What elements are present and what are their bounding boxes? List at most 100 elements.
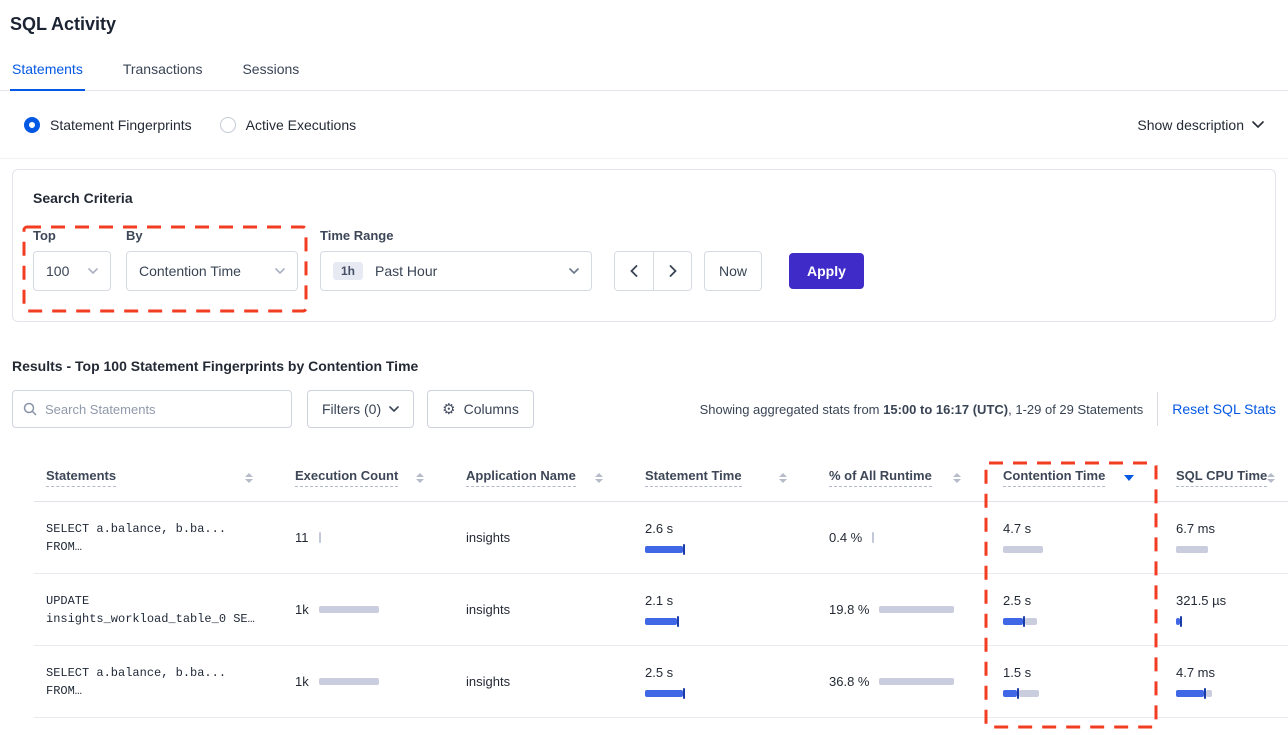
cell-execution-count: 11 bbox=[283, 520, 454, 556]
statement-text[interactable]: SELECT a.balance, b.ba... bbox=[46, 521, 227, 536]
sort-icon bbox=[779, 472, 787, 483]
cell-value: 4.7 s bbox=[1003, 520, 1032, 536]
cell-value: 36.8 % bbox=[829, 673, 870, 689]
table-body: SELECT a.balance, b.ba... FROM… 11 insights… bbox=[34, 502, 1288, 718]
table-row: SELECT a.balance, b.ba... FROM… 1k insights… bbox=[34, 646, 1288, 718]
tab-bar: Statements Transactions Sessions bbox=[0, 55, 1288, 91]
cell-value: 2.5 s bbox=[1003, 592, 1032, 608]
cell-value: 11 bbox=[295, 529, 309, 545]
show-description-label: Show description bbox=[1137, 116, 1244, 133]
time-nav-group bbox=[614, 251, 692, 291]
cell-statement-lines[interactable]: SELECT a.balance, b.ba... FROM… bbox=[34, 510, 283, 566]
by-select[interactable]: Contention Time bbox=[126, 251, 298, 291]
cell-application-name: insights bbox=[466, 674, 511, 689]
table-controls-row: Filters (0) ⚙ Columns Showing aggregated… bbox=[12, 390, 1276, 428]
time-range-select[interactable]: 1h Past Hour bbox=[320, 251, 592, 291]
view-toggle-row: Statement Fingerprints Active Executions… bbox=[0, 91, 1288, 159]
search-criteria-heading: Search Criteria bbox=[33, 190, 133, 206]
cell-pct-of-all-runtime: 0.4 % bbox=[817, 520, 991, 556]
column-label: SQL CPU Time bbox=[1176, 468, 1268, 487]
search-icon bbox=[23, 402, 37, 416]
aggregated-stats-text: Showing aggregated stats from 15:00 to 1… bbox=[699, 401, 1144, 417]
show-description-toggle[interactable]: Show description bbox=[1137, 117, 1264, 133]
sort-icon bbox=[595, 472, 603, 483]
value-bar bbox=[318, 532, 321, 543]
table-row: UPDATE insights_workload_table_0 SE… 1k ins… bbox=[34, 574, 1288, 646]
time-range-label: Time Range bbox=[320, 228, 394, 243]
column-label: Contention Time bbox=[1003, 468, 1106, 487]
previous-time-button[interactable] bbox=[615, 252, 653, 290]
value-bar bbox=[1176, 544, 1208, 555]
cell-contention-time: 4.7 s bbox=[991, 511, 1164, 565]
column-header-contention-time[interactable]: Contention Time bbox=[991, 452, 1164, 501]
radio-statement-fingerprints[interactable]: Statement Fingerprints bbox=[24, 116, 192, 133]
top-select[interactable]: 100 bbox=[33, 251, 111, 291]
cell-value: 321.5 µs bbox=[1176, 592, 1227, 608]
filters-button[interactable]: Filters (0) bbox=[307, 390, 415, 428]
apply-button[interactable]: Apply bbox=[789, 253, 864, 289]
cell-statement-time: 2.5 s bbox=[633, 655, 817, 709]
value-bar bbox=[879, 676, 955, 687]
statement-text[interactable]: FROM… bbox=[46, 539, 83, 554]
search-input[interactable] bbox=[45, 401, 281, 417]
radio-label: Statement Fingerprints bbox=[50, 116, 192, 133]
cell-pct-of-all-runtime: 19.8 % bbox=[817, 592, 991, 628]
chevron-right-icon bbox=[669, 265, 677, 277]
columns-button[interactable]: ⚙ Columns bbox=[427, 390, 534, 428]
columns-label: Columns bbox=[463, 401, 519, 417]
statement-text[interactable]: insights_workload_table_0 SE… bbox=[46, 611, 255, 626]
cell-value: 6.7 ms bbox=[1176, 520, 1216, 536]
by-field: By Contention Time bbox=[126, 228, 298, 291]
statement-search-box[interactable] bbox=[12, 390, 292, 428]
chevron-down-icon bbox=[1252, 121, 1264, 128]
radio-label: Active Executions bbox=[245, 116, 357, 133]
column-label: Statements bbox=[46, 468, 117, 487]
column-header-of-all-runtime[interactable]: % of All Runtime bbox=[817, 452, 991, 501]
sort-desc-icon bbox=[1124, 474, 1134, 481]
column-header-statement-time[interactable]: Statement Time bbox=[633, 452, 817, 501]
cell-execution-count: 1k bbox=[283, 664, 454, 700]
sort-icon bbox=[416, 472, 424, 483]
value-bar bbox=[1176, 615, 1182, 627]
reset-sql-stats-link[interactable]: Reset SQL Stats bbox=[1172, 401, 1276, 417]
column-header-application-name[interactable]: Application Name bbox=[454, 452, 633, 501]
time-range-field: Time Range 1h Past Hour bbox=[320, 228, 592, 291]
time-range-badge: 1h bbox=[333, 262, 364, 280]
tab-transactions[interactable]: Transactions bbox=[122, 61, 203, 77]
now-button[interactable]: Now bbox=[704, 251, 763, 291]
value-bar bbox=[645, 687, 685, 699]
table-header-row: Statements Execution Count Application Nam… bbox=[34, 452, 1288, 502]
statement-text[interactable]: SELECT a.balance, b.ba... bbox=[46, 665, 227, 680]
tab-sessions[interactable]: Sessions bbox=[242, 61, 300, 77]
statements-table: Statements Execution Count Application Nam… bbox=[34, 452, 1288, 718]
cell-pct-of-all-runtime: 36.8 % bbox=[817, 664, 991, 700]
top-label: Top bbox=[33, 228, 56, 243]
statement-text[interactable]: UPDATE bbox=[46, 593, 90, 608]
by-select-value: Contention Time bbox=[139, 263, 241, 279]
value-bar bbox=[1003, 544, 1043, 555]
gear-icon: ⚙ bbox=[442, 399, 456, 418]
cell-value: 2.1 s bbox=[645, 592, 674, 608]
top-select-value: 100 bbox=[46, 263, 70, 279]
column-header-sql-cpu-time[interactable]: SQL CPU Time bbox=[1164, 452, 1282, 501]
radio-active-executions[interactable]: Active Executions bbox=[219, 116, 357, 133]
filters-label: Filters (0) bbox=[322, 401, 382, 417]
radio-unselected-icon bbox=[219, 116, 236, 133]
results-heading: Results - Top 100 Statement Fingerprints… bbox=[12, 358, 419, 374]
statement-text[interactable]: FROM… bbox=[46, 683, 83, 698]
controls-right-group: Showing aggregated stats from 15:00 to 1… bbox=[700, 392, 1276, 426]
value-bar bbox=[1003, 687, 1039, 699]
sort-icon bbox=[245, 472, 253, 483]
time-range-value-group: 1h Past Hour bbox=[333, 262, 437, 280]
cell-statement-lines[interactable]: UPDATE insights_workload_table_0 SE… bbox=[34, 582, 283, 638]
cell-application-name: insights bbox=[466, 530, 511, 545]
cell-value: 2.6 s bbox=[645, 520, 674, 536]
cell-sql-cpu-time: 321.5 µs bbox=[1164, 583, 1282, 637]
sort-icon bbox=[1267, 472, 1276, 483]
column-header-statements[interactable]: Statements bbox=[34, 452, 283, 501]
tab-statements[interactable]: Statements bbox=[10, 55, 85, 91]
cell-statement-lines[interactable]: SELECT a.balance, b.ba... FROM… bbox=[34, 654, 283, 710]
column-label: % of All Runtime bbox=[829, 468, 932, 487]
column-header-execution-count[interactable]: Execution Count bbox=[283, 452, 454, 501]
next-time-button[interactable] bbox=[653, 252, 691, 290]
